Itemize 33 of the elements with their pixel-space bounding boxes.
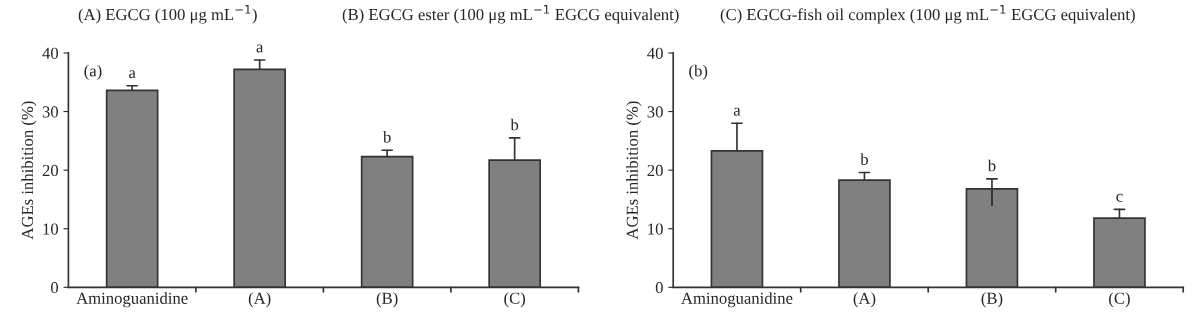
x-tick-label: (B) bbox=[376, 292, 398, 308]
y-axis-title: AGEs inhibition (%) bbox=[626, 101, 642, 240]
y-tick-label: 10 bbox=[43, 223, 59, 235]
annotation: a bbox=[129, 70, 136, 79]
y-tick-label: 0 bbox=[50, 281, 59, 294]
x-tick-label: (A) bbox=[248, 292, 271, 308]
annotation: b bbox=[510, 118, 519, 131]
y-tick-label: 40 bbox=[647, 47, 663, 59]
y-tick-label: 0 bbox=[655, 281, 663, 294]
annotation: a bbox=[256, 44, 264, 53]
text: (A) EGCG (100 μg mL$^{−1}$) bbox=[78, 5, 257, 24]
annotation: (b) bbox=[689, 64, 708, 80]
annotation: a bbox=[733, 107, 741, 116]
x-tick-label: (C) bbox=[504, 292, 526, 308]
annotation: b bbox=[382, 130, 391, 143]
annotation: (a) bbox=[84, 64, 102, 80]
y-tick-label: 20 bbox=[42, 164, 59, 177]
annotation: b bbox=[860, 153, 868, 165]
y-axis-title: AGEs inhibition (%) bbox=[21, 101, 37, 240]
y-tick-label: 40 bbox=[42, 47, 59, 59]
x-tick-label: (A) bbox=[853, 292, 876, 308]
y-tick-label: 30 bbox=[42, 106, 59, 118]
text: (C) EGCG-fish oil complex (100 μg mL$^{−1}$ EGCG equivalent) bbox=[720, 5, 1135, 24]
text: (B) EGCG ester (100 μg mL$^{−1}$ EGCG equivalent) bbox=[342, 5, 679, 24]
x-tick-label: Aminoguanidine bbox=[681, 292, 793, 308]
x-tick-label: Aminoguanidine bbox=[76, 292, 188, 308]
x-tick-label: (B) bbox=[981, 292, 1003, 308]
y-tick-label: 10 bbox=[648, 223, 663, 235]
annotation: b bbox=[987, 159, 996, 172]
y-tick-label: 20 bbox=[647, 164, 663, 177]
annotation: c bbox=[1116, 193, 1123, 202]
y-tick-label: 30 bbox=[647, 106, 663, 118]
x-tick-label: (C) bbox=[1109, 292, 1130, 308]
